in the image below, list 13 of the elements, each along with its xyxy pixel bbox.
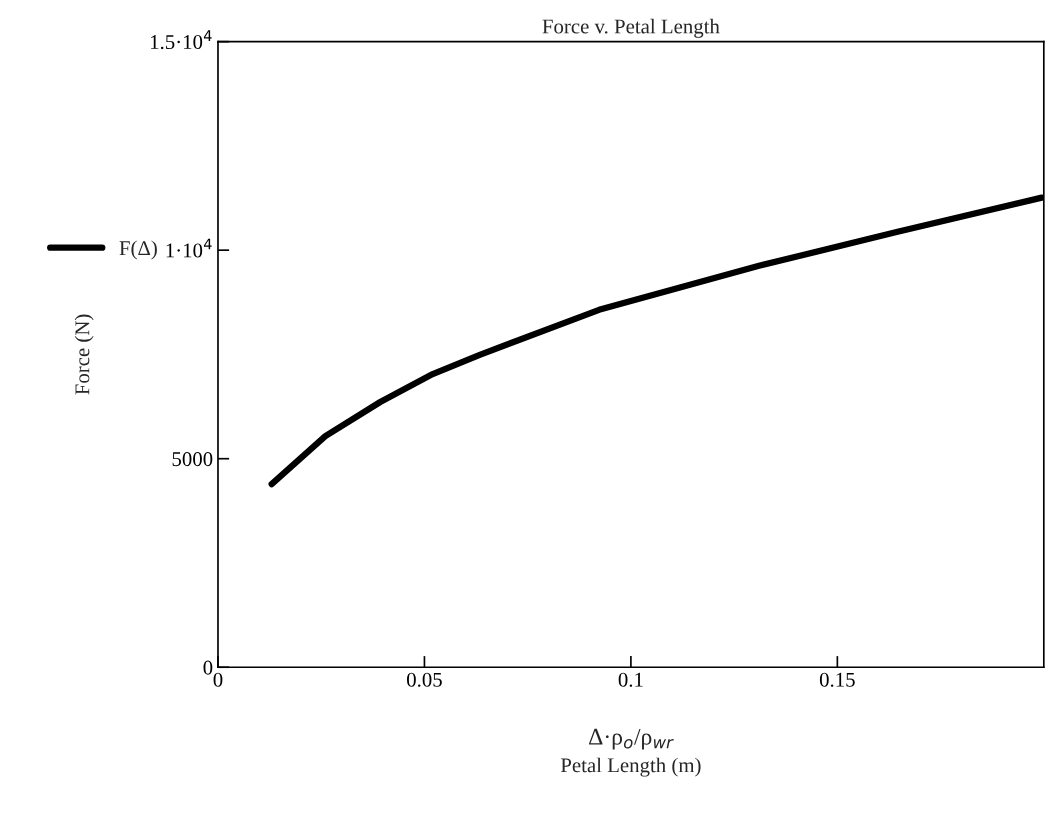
x-axis-title: Petal Length (m) — [560, 757, 701, 777]
y-axis-title: Force (N) — [74, 314, 94, 395]
y-tick-label: 0 — [203, 660, 213, 675]
legend-label: F(Δ) — [119, 240, 157, 260]
x-tick-label: 0.1 — [618, 672, 643, 687]
text: Δ·ρ$_{o}$/ρ$_{wr}$ — [589, 728, 674, 750]
x-tick-label: 0 — [213, 672, 223, 687]
chart-title: Force v. Petal Length — [542, 18, 720, 38]
y-tick-label: 5000 — [172, 452, 213, 467]
y-tick-label: 1·10$^{4}$ — [166, 238, 212, 258]
x-tick-label: 0.05 — [407, 672, 442, 687]
x-tick-label: 0.15 — [819, 672, 855, 687]
y-tick-label: 1.5·10$^{4}$ — [151, 30, 212, 50]
